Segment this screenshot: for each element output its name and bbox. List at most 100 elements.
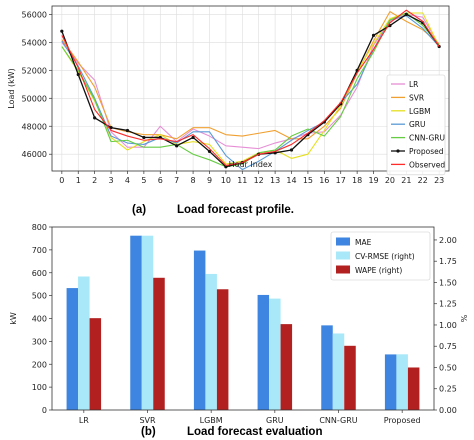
plot-a-y-axis-label: Load (kW) xyxy=(7,68,16,109)
series-line-observed xyxy=(61,9,440,166)
plot-a-x-tick-label: 8 xyxy=(191,176,196,185)
bar-wape-right-lgbm xyxy=(216,289,229,410)
bar-mae-proposed xyxy=(384,354,397,410)
plot-a-x-tick-label: 10 xyxy=(221,176,231,185)
legend-label-cv-rmse-right: CV-RMSE (right) xyxy=(355,252,415,261)
plot-a-x-axis-label: Hour Index xyxy=(229,160,273,169)
plot-a-x-tick-label: 23 xyxy=(434,176,444,185)
plot-a-x-tick-label: 6 xyxy=(158,176,163,185)
bar-cv-rmse-right-lgbm xyxy=(205,273,217,410)
bar-wape-right-svr xyxy=(153,277,165,410)
plot-b-x-tick-label: LGBM xyxy=(200,416,223,425)
legend-marker-proposed xyxy=(396,149,400,153)
legend-label-svr: SVR xyxy=(409,93,424,102)
plot-b-left-y-axis-label: kW xyxy=(9,312,18,325)
plot-a-x-tick-label: 3 xyxy=(109,176,114,185)
legend-swatch-cv-rmse-right xyxy=(336,251,350,260)
series-point-proposed xyxy=(371,33,376,37)
plot-a-x-tick-label: 21 xyxy=(401,176,411,185)
plot-b-legend: MAE CV-RMSE (right) WAPE (right) xyxy=(330,231,431,281)
plot-b-y-tick-label: 300 xyxy=(32,337,47,346)
plot-b-y-tick-label: 100 xyxy=(32,383,47,392)
plot-b-right-y-tick-label: 0.00 xyxy=(439,406,457,415)
plot-b-y-tick-label: 600 xyxy=(32,269,47,278)
legend-label-lgbm: LGBM xyxy=(409,107,431,116)
legend-label-lr: LR xyxy=(409,80,418,89)
plot-a-y-tick-label: 54000 xyxy=(22,38,47,47)
plot-a-legend-box xyxy=(386,74,446,176)
series-point-proposed xyxy=(224,165,228,169)
plot-b-bars xyxy=(66,235,420,410)
plot-b-x-tick-label: Proposed xyxy=(384,416,421,425)
plot-b-right-y-tick-label: 0.75 xyxy=(439,342,457,351)
plot-a-y-tick-label: 50000 xyxy=(22,94,47,103)
plot-a-caption-text: Load forecast profile. xyxy=(177,204,294,216)
bar-wape-right-proposed xyxy=(407,367,420,410)
series-point-proposed xyxy=(76,72,80,77)
series-point-proposed xyxy=(125,128,130,133)
legend-label-gru: GRU xyxy=(409,120,426,129)
plot-a-x-tick-label: 16 xyxy=(319,176,329,185)
plot-b-right-y-tick-label: 1.25 xyxy=(439,300,457,309)
legend-swatch-mae xyxy=(336,237,350,246)
series-line-svr xyxy=(61,11,440,140)
plot-a-x-tick-label: 13 xyxy=(270,176,280,185)
plot-b-right-y-tick-label: 0.25 xyxy=(439,385,457,394)
plot-b-left-y-ticks: 0 100 200 300 400 500 600 700 800 xyxy=(32,223,52,415)
plot-a-x-tick-label: 1 xyxy=(76,176,81,185)
legend-swatch-wape-right xyxy=(336,265,350,274)
bar-cv-rmse-right-proposed xyxy=(396,354,408,410)
plot-a-legend: LR SVR LGBM GRU CNN-GRU Proposed Observed xyxy=(386,74,446,176)
bar-cv-rmse-right-cnn-gru xyxy=(332,333,345,410)
plot-a-y-tick-label: 56000 xyxy=(22,10,47,19)
plot-a-x-ticks: 0 1 2 3 4 5 6 7 8 9 10 11 12 13 14 15 16 17 18 19 20 21 22 23 xyxy=(59,171,444,185)
series-point-proposed xyxy=(60,29,64,33)
plot-a-series-lines xyxy=(60,9,441,171)
plot-b-x-tick-label: CNN-GRU xyxy=(319,416,357,425)
plot-b-right-y-ticks: 0.00 0.25 0.50 0.75 1.00 1.25 1.50 1.75 2.00 xyxy=(434,236,457,415)
legend-label-proposed: Proposed xyxy=(409,147,444,156)
plot-b-caption-tag: (b) xyxy=(141,426,156,438)
bar-mae-svr xyxy=(130,235,142,410)
plot-b-right-y-axis-label: % xyxy=(460,314,469,322)
legend-label-mae: MAE xyxy=(355,238,372,247)
plot-a-caption-tag: (a) xyxy=(132,204,146,216)
plot-a-y-ticks: 46000 48000 50000 52000 54000 56000 xyxy=(22,10,52,159)
legend-label-cnn-gru: CNN-GRU xyxy=(409,134,445,143)
plot-b-y-tick-label: 200 xyxy=(32,360,47,369)
plot-a-x-tick-label: 22 xyxy=(418,176,428,185)
bar-cv-rmse-right-lr xyxy=(78,276,90,410)
plot-b-y-tick-label: 400 xyxy=(32,315,47,324)
plot-b-right-y-tick-label: 1.50 xyxy=(439,278,457,287)
plot-a-x-tick-label: 18 xyxy=(352,176,362,185)
plot-b-right-y-tick-label: 0.50 xyxy=(439,363,457,372)
plot-b-y-tick-label: 500 xyxy=(32,292,47,301)
series-point-proposed xyxy=(175,144,179,148)
plot-a-x-tick-label: 19 xyxy=(368,176,378,185)
legend-label-wape-right: WAPE (right) xyxy=(355,266,402,275)
plot-b-x-tick-label: GRU xyxy=(266,416,284,425)
plot-a-y-tick-label: 46000 xyxy=(22,150,47,159)
load-forecast-profile-chart: 0 1 2 3 4 5 6 7 8 9 10 11 12 13 14 15 16 17 18 19 20 21 22 23 4… xyxy=(7,5,450,216)
bar-wape-right-cnn-gru xyxy=(344,345,356,410)
series-point-proposed xyxy=(191,135,195,140)
bar-mae-cnn-gru xyxy=(321,325,333,410)
plot-a-x-tick-label: 15 xyxy=(303,176,313,185)
bar-mae-gru xyxy=(257,294,270,410)
bar-mae-lr xyxy=(66,288,79,410)
plot-a-x-tick-label: 9 xyxy=(207,176,212,185)
plot-a-x-tick-label: 11 xyxy=(237,176,247,185)
series-point-proposed xyxy=(93,116,97,120)
series-point-proposed xyxy=(207,149,212,154)
plot-b-legend-box xyxy=(330,231,431,281)
plot-a-x-tick-label: 12 xyxy=(254,176,264,185)
plot-a-x-tick-label: 17 xyxy=(336,176,346,185)
series-line-lgbm xyxy=(61,12,440,165)
plot-a-x-tick-label: 14 xyxy=(286,176,296,185)
series-point-proposed xyxy=(142,135,146,140)
bar-cv-rmse-right-svr xyxy=(141,235,154,410)
bar-cv-rmse-right-gru xyxy=(269,298,281,410)
series-line-lr xyxy=(61,13,440,150)
legend-label-observed: Observed xyxy=(409,160,445,169)
